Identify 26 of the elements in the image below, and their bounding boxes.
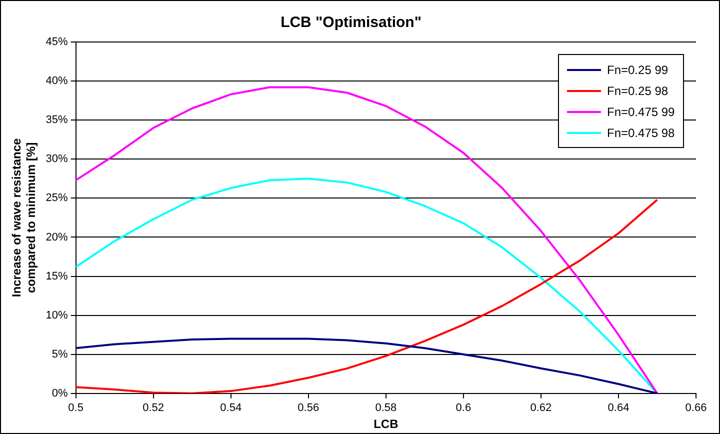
y-tick-label: 35% bbox=[46, 114, 68, 126]
y-tick-label: 20% bbox=[46, 231, 68, 244]
chart-title: LCB "Optimisation" bbox=[280, 14, 422, 32]
y-axis-title: Increase of wave resistance compared to minimum [%] bbox=[10, 138, 38, 298]
x-tick-label: 0.6 bbox=[456, 402, 472, 414]
y-tick-label: 30% bbox=[46, 153, 68, 166]
x-tick-label: 0.62 bbox=[530, 402, 552, 414]
x-tick-label: 0.58 bbox=[375, 402, 397, 414]
y-tick-label: 45% bbox=[46, 36, 68, 48]
x-tick-label: 0.64 bbox=[608, 402, 630, 414]
x-tick-label: 0.54 bbox=[220, 402, 242, 414]
legend-label: Fn=0.25 98 bbox=[607, 84, 668, 98]
y-tick-label: 10% bbox=[46, 309, 68, 322]
legend-label: Fn=0.475 98 bbox=[607, 126, 675, 140]
y-tick-label: 40% bbox=[46, 75, 68, 88]
x-tick-label: 0.52 bbox=[142, 402, 164, 414]
legend-label: Fn=0.25 99 bbox=[607, 62, 668, 76]
x-tick-label: 0.56 bbox=[298, 402, 320, 414]
x-tick-label: 0.5 bbox=[68, 402, 84, 414]
y-tick-label: 25% bbox=[46, 192, 68, 204]
legend-label: Fn=0.475 99 bbox=[607, 104, 675, 118]
x-axis-title: LCB bbox=[374, 417, 399, 432]
x-tick-label: 0.66 bbox=[685, 402, 707, 414]
y-tick-label: 15% bbox=[46, 270, 68, 282]
y-tick-label: 0% bbox=[52, 387, 68, 400]
y-tick-label: 5% bbox=[52, 348, 68, 360]
